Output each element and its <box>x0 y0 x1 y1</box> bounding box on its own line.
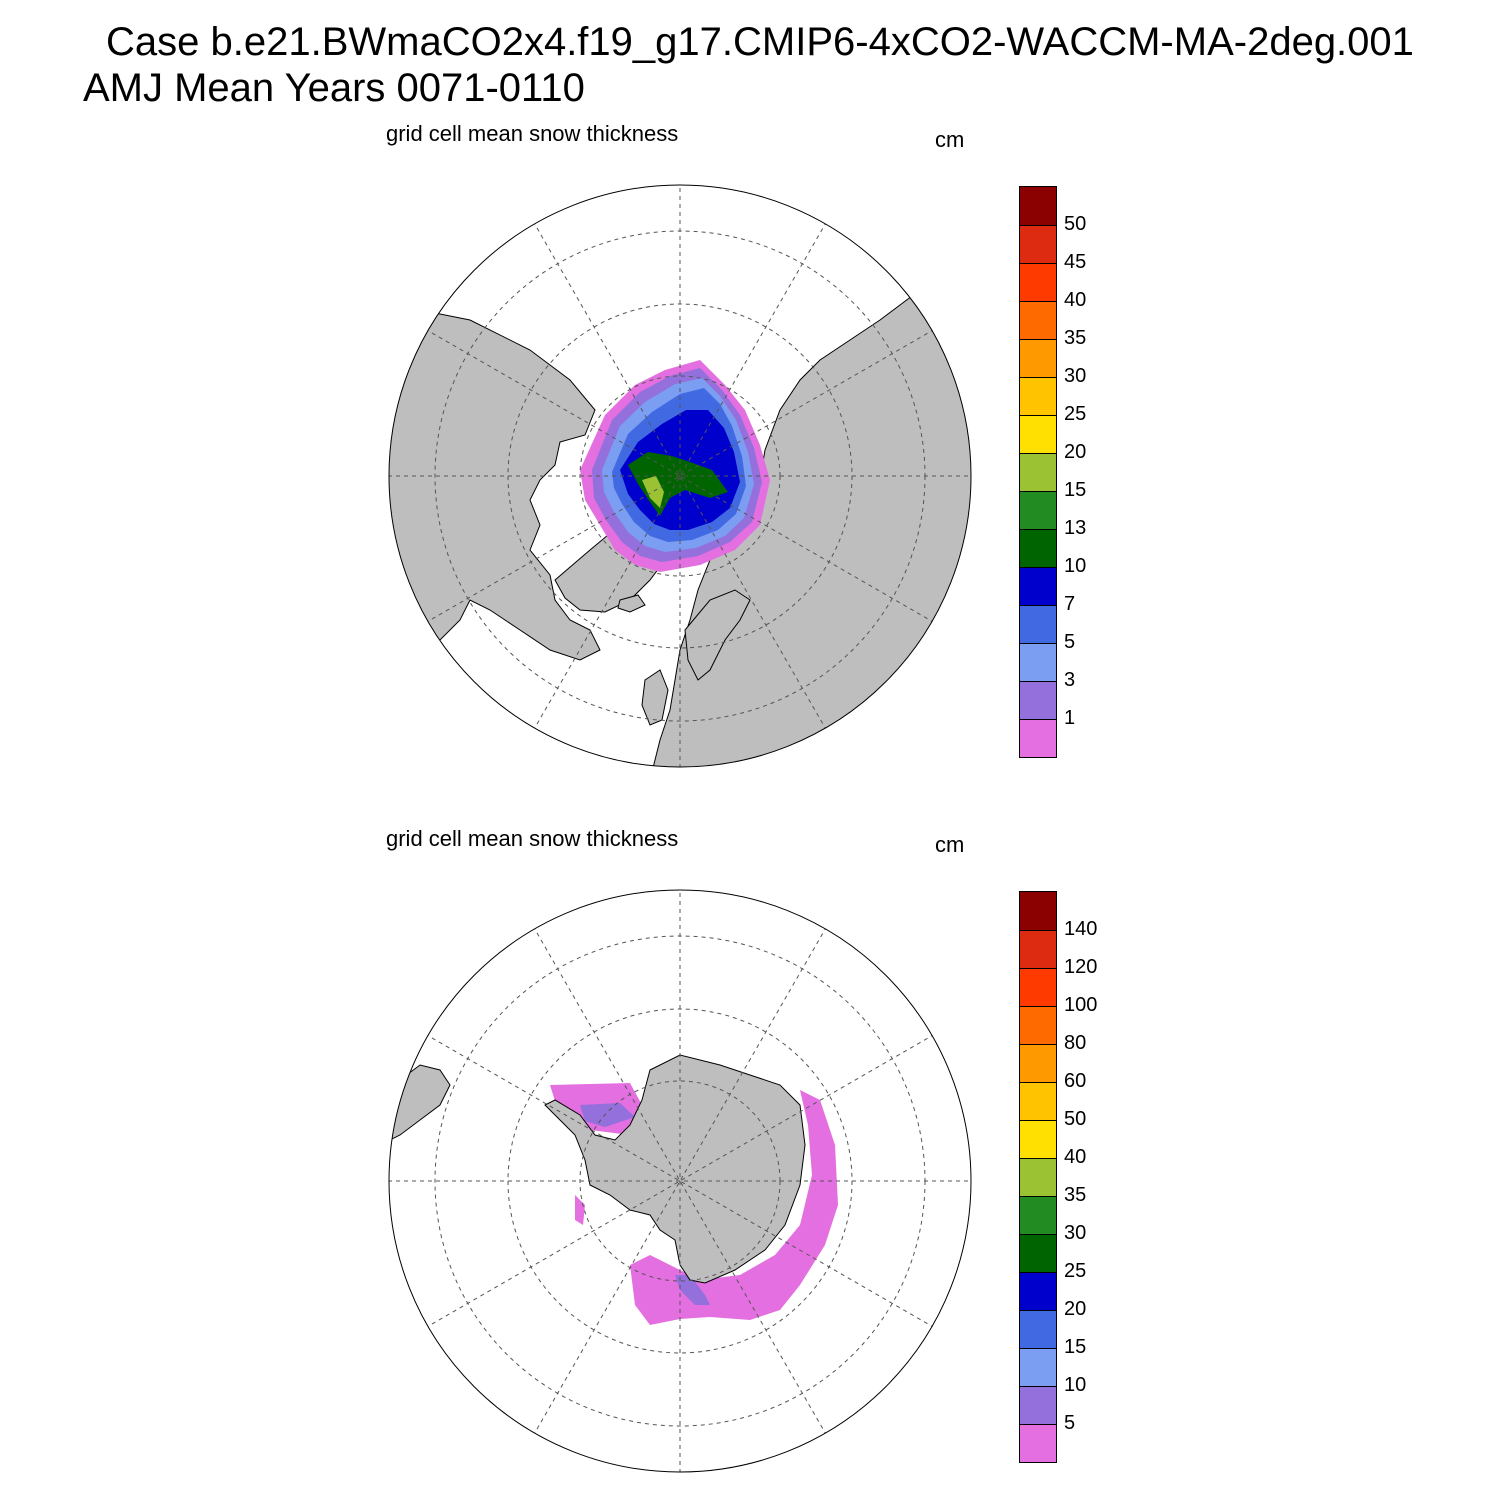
colorbar-tick-label: 120 <box>1064 956 1098 978</box>
colorbar-tick-label: 25 <box>1064 1260 1087 1282</box>
north-polar-map <box>388 184 972 768</box>
south-polar-map <box>388 889 972 1473</box>
colorbar-tick-label: 15 <box>1064 1336 1087 1358</box>
colorbar-swatch <box>1020 719 1056 757</box>
colorbar-swatch <box>1020 1424 1056 1462</box>
case-title: Case b.e21.BWmaCO2x4.f19_g17.CMIP6-4xCO2… <box>106 20 1414 64</box>
colorbar-tick-label: 80 <box>1064 1032 1087 1054</box>
colorbar-tick-label: 30 <box>1064 365 1087 387</box>
colorbar-tick-label: 50 <box>1064 1108 1087 1130</box>
south-graticule <box>389 890 971 1472</box>
colorbar-swatch <box>1020 1234 1056 1272</box>
colorbar-tick-label: 140 <box>1064 918 1098 940</box>
colorbar-tick-label: 15 <box>1064 479 1087 501</box>
colorbar-tick-label: 10 <box>1064 555 1087 577</box>
colorbar-swatch <box>1020 225 1056 263</box>
colorbar-swatch <box>1020 567 1056 605</box>
colorbar-tick-label: 25 <box>1064 403 1087 425</box>
colorbar-swatch <box>1020 892 1056 930</box>
colorbar-swatch <box>1020 187 1056 225</box>
colorbar-tick-label: 3 <box>1064 669 1076 691</box>
colorbar-swatch <box>1020 263 1056 301</box>
colorbar-swatch <box>1020 681 1056 719</box>
colorbar-swatch <box>1020 529 1056 567</box>
colorbar-tick-label: 20 <box>1064 1298 1087 1320</box>
colorbar-swatch <box>1020 1158 1056 1196</box>
colorbar-swatch <box>1020 1348 1056 1386</box>
north-panel-title: grid cell mean snow thickness <box>386 121 679 146</box>
colorbar-swatch <box>1020 1120 1056 1158</box>
colorbar-tick-label: 10 <box>1064 1374 1087 1396</box>
colorbar-tick-label: 100 <box>1064 994 1098 1016</box>
colorbar-tick-label: 45 <box>1064 251 1087 273</box>
south-panel-title: grid cell mean snow thickness <box>386 826 679 851</box>
colorbar-tick-label: 1 <box>1064 707 1076 729</box>
colorbar-swatch <box>1020 301 1056 339</box>
colorbar-tick-label: 35 <box>1064 327 1087 349</box>
north-land <box>389 259 971 767</box>
colorbar-tick-label: 50 <box>1064 213 1087 235</box>
colorbar-swatch <box>1020 1272 1056 1310</box>
colorbar-swatch <box>1020 643 1056 681</box>
colorbar-swatch <box>1020 1044 1056 1082</box>
south-units-label: cm <box>935 832 965 857</box>
colorbar-tick-label: 13 <box>1064 517 1087 539</box>
colorbar-swatch <box>1020 968 1056 1006</box>
north-colorbar <box>1019 186 1057 758</box>
colorbar-tick-label: 5 <box>1064 631 1076 653</box>
colorbar-swatch <box>1020 1310 1056 1348</box>
colorbar-swatch <box>1020 1386 1056 1424</box>
colorbar-swatch <box>1020 1006 1056 1044</box>
colorbar-swatch <box>1020 491 1056 529</box>
colorbar-tick-label: 7 <box>1064 593 1076 615</box>
colorbar-swatch <box>1020 415 1056 453</box>
south-colorbar <box>1019 891 1057 1463</box>
colorbar-swatch <box>1020 453 1056 491</box>
colorbar-tick-label: 5 <box>1064 1412 1076 1434</box>
colorbar-tick-label: 40 <box>1064 1146 1087 1168</box>
colorbar-tick-label: 35 <box>1064 1184 1087 1206</box>
colorbar-swatch <box>1020 1082 1056 1120</box>
colorbar-swatch <box>1020 377 1056 415</box>
period-title: AMJ Mean Years 0071-0110 <box>83 66 585 110</box>
colorbar-swatch <box>1020 339 1056 377</box>
colorbar-swatch <box>1020 930 1056 968</box>
colorbar-tick-label: 40 <box>1064 289 1087 311</box>
colorbar-swatch <box>1020 605 1056 643</box>
north-graticule <box>389 185 971 767</box>
colorbar-tick-label: 20 <box>1064 441 1087 463</box>
colorbar-tick-label: 30 <box>1064 1222 1087 1244</box>
north-units-label: cm <box>935 127 965 152</box>
colorbar-swatch <box>1020 1196 1056 1234</box>
colorbar-tick-label: 60 <box>1064 1070 1087 1092</box>
